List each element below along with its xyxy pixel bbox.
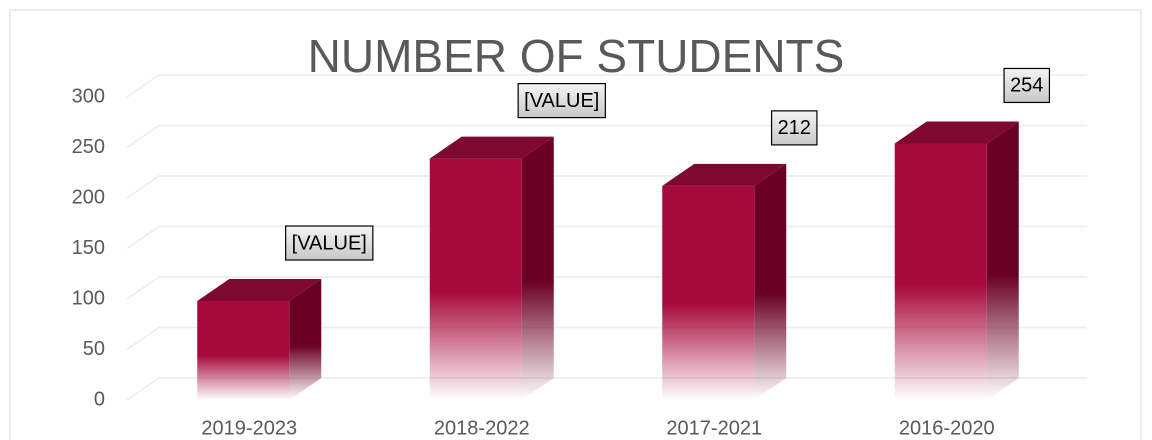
data-label-box [1003,67,1051,104]
x-tick-label: 2018-2022 [434,417,530,439]
bar-side [986,121,1019,401]
bar-side [754,163,787,400]
bar-top [662,163,787,186]
x-tick-label: 2019-2023 [201,417,297,439]
bar [662,163,787,400]
grid-line [126,74,1087,98]
y-tick-label: 100 [72,287,105,309]
bar-side [521,136,554,401]
y-tick-label: 300 [72,85,105,107]
data-label-box [770,110,818,146]
bar-side [289,279,322,400]
bar [894,121,1019,401]
y-tick-label: 200 [72,186,105,208]
bar-front [894,143,987,400]
bar-front [662,185,755,400]
data-label: [VALUE] [524,90,599,112]
data-label-box [517,83,606,119]
bar-front [197,301,290,400]
data-label: [VALUE] [292,232,367,254]
bar-top [894,121,1019,144]
data-label: 212 [778,117,811,139]
data-label-box [285,225,374,261]
x-tick-label: 2017-2021 [666,417,762,439]
bar-top [197,279,322,302]
y-tick-label: 0 [94,388,105,410]
y-tick-label: 250 [72,136,105,158]
x-tick-label: 2016-2020 [899,417,995,439]
data-label: 254 [1010,75,1043,97]
bar-top [429,136,554,159]
chart-title: NUMBER OF STUDENTS [308,30,845,82]
y-tick-label: 50 [83,338,105,360]
bar-front [429,158,522,400]
y-tick-label: 150 [72,237,105,259]
bar [429,136,554,401]
bar [197,279,322,400]
